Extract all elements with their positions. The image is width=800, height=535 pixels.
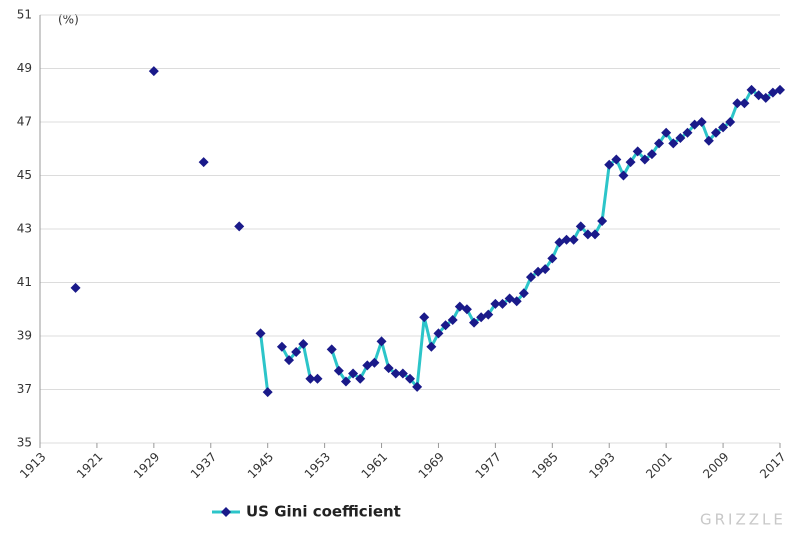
point [682, 127, 693, 138]
point [312, 373, 323, 384]
point [340, 376, 351, 387]
point [490, 298, 501, 309]
x-tick-label: 2009 [700, 450, 731, 481]
x-tick-label: 2017 [757, 450, 788, 481]
point [447, 314, 458, 325]
point [412, 381, 423, 392]
point [376, 336, 387, 347]
point [483, 309, 494, 320]
y-tick-label: 47 [17, 115, 32, 129]
point [333, 365, 344, 376]
x-tick-label: 1913 [17, 450, 48, 481]
point [575, 221, 586, 232]
x-tick-label: 1969 [416, 450, 447, 481]
x-tick-label: 1929 [131, 450, 162, 481]
point [511, 296, 522, 307]
point [518, 288, 529, 299]
point [426, 341, 437, 352]
point [732, 98, 743, 109]
point [725, 117, 736, 127]
point [461, 304, 472, 315]
x-tick-label: 1993 [586, 450, 617, 481]
point [582, 229, 593, 240]
y-tick-label: 49 [17, 61, 32, 75]
point [639, 154, 650, 165]
point [440, 320, 451, 331]
x-tick-label: 1977 [472, 450, 503, 481]
point [433, 328, 444, 339]
y-tick-label: 35 [17, 436, 32, 450]
point [590, 229, 600, 240]
y-tick-label: 37 [17, 382, 32, 396]
y-tick-label: 39 [17, 329, 32, 343]
legend-label: US Gini coefficient [246, 503, 401, 521]
point [646, 149, 657, 160]
point [661, 127, 672, 138]
x-tick-label: 1961 [359, 450, 390, 481]
point [746, 84, 757, 95]
point [703, 135, 714, 146]
point [675, 133, 686, 144]
point [298, 339, 309, 350]
y-tick-label: 45 [17, 168, 32, 182]
point [525, 272, 536, 283]
point [718, 122, 729, 133]
y-unit-label: (%) [58, 13, 79, 27]
point [355, 373, 366, 384]
point [540, 264, 551, 275]
y-tick-label: 43 [17, 222, 32, 236]
point [198, 157, 209, 168]
point [668, 138, 679, 149]
x-tick-label: 2001 [643, 450, 674, 481]
x-tick-label: 1921 [74, 450, 105, 481]
point [604, 159, 615, 170]
point [760, 92, 771, 103]
point [710, 127, 721, 138]
x-tick-label: 1945 [245, 450, 276, 481]
legend-marker [221, 507, 231, 517]
point [276, 341, 287, 352]
x-tick-label: 1985 [529, 450, 560, 481]
point [369, 357, 380, 368]
point [618, 170, 629, 181]
point [70, 282, 81, 293]
point [568, 234, 579, 245]
point [739, 98, 750, 109]
point [262, 387, 273, 398]
point [405, 373, 415, 384]
point [305, 373, 316, 384]
point [397, 368, 408, 379]
point [632, 146, 643, 157]
y-tick-label: 51 [17, 8, 32, 22]
point [654, 138, 665, 149]
x-tick-label: 1953 [302, 450, 333, 481]
y-tick-label: 41 [17, 275, 32, 289]
point [148, 66, 159, 77]
series-line [259, 87, 781, 393]
point [284, 355, 295, 366]
point [255, 328, 266, 339]
watermark: GRIZZLE [700, 511, 786, 529]
point [469, 317, 480, 328]
point [419, 312, 430, 323]
x-tick-label: 1937 [188, 450, 219, 481]
point [390, 368, 401, 379]
point [775, 84, 785, 95]
point [348, 368, 359, 379]
point [625, 157, 636, 168]
point [561, 234, 572, 245]
point [291, 347, 302, 358]
point [597, 215, 608, 226]
point [497, 298, 508, 309]
point [611, 154, 622, 165]
point [696, 117, 707, 127]
point [547, 253, 558, 264]
point [234, 221, 245, 232]
point [326, 344, 337, 355]
point [383, 363, 394, 374]
